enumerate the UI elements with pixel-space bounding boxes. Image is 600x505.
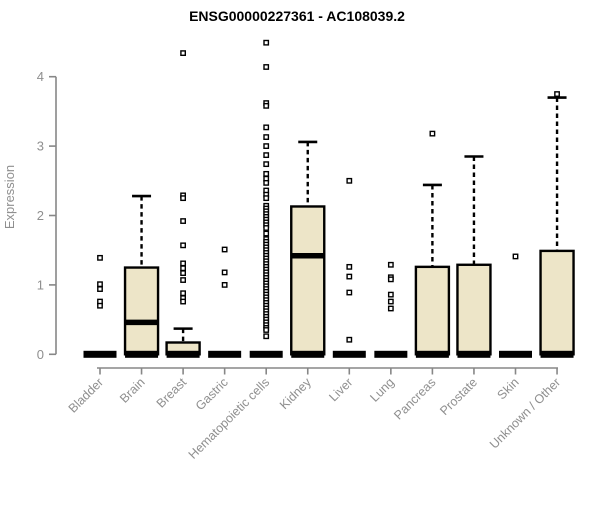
outlier-point xyxy=(180,50,186,57)
outlier-point xyxy=(263,152,270,159)
outlier-point xyxy=(97,302,103,309)
outlier-point xyxy=(180,218,186,224)
iqr-box xyxy=(290,205,326,356)
outlier-point xyxy=(221,269,228,276)
y-axis-label: Expression xyxy=(2,165,17,229)
outlier-point xyxy=(429,130,436,137)
collapsed-box-bar xyxy=(374,350,408,358)
x-tick-label: Hematopoietic cells xyxy=(186,375,273,462)
zero-baseline-bar xyxy=(540,350,574,358)
outlier-point xyxy=(387,261,394,268)
iqr-box xyxy=(414,265,451,356)
x-tick-label: Lung xyxy=(367,375,397,405)
zero-baseline-bar xyxy=(457,350,491,358)
x-tick-label: Bladder xyxy=(66,375,106,415)
x-tick-label: Breast xyxy=(154,375,190,411)
zero-baseline-bar xyxy=(125,350,159,358)
outlier-point xyxy=(263,179,270,186)
outlier-point xyxy=(180,195,186,202)
outlier-point xyxy=(180,242,186,249)
collapsed-box-bar xyxy=(249,350,283,358)
collapsed-box-bar xyxy=(208,350,242,358)
outlier-point xyxy=(180,277,186,283)
outlier-point xyxy=(263,327,270,333)
outlier-point xyxy=(263,170,270,177)
outlier-point xyxy=(512,253,519,260)
outlier-point xyxy=(346,289,353,296)
outlier-point xyxy=(97,286,103,292)
outlier-point xyxy=(346,263,353,270)
outlier-point xyxy=(180,290,186,297)
outlier-point xyxy=(97,281,103,288)
collapsed-box-bar xyxy=(499,350,532,358)
median-line xyxy=(125,319,159,326)
collapsed-box-bar xyxy=(332,350,366,358)
zero-baseline-bar xyxy=(415,350,449,358)
outlier-point xyxy=(263,161,270,168)
median-line xyxy=(291,253,325,259)
iqr-box xyxy=(456,263,492,356)
iqr-box xyxy=(123,266,160,356)
outlier-point xyxy=(263,143,270,149)
zero-baseline-bar xyxy=(166,350,200,358)
outlier-point xyxy=(263,39,270,46)
outlier-point xyxy=(387,291,394,298)
outlier-point xyxy=(263,64,270,70)
x-tick-label: Liver xyxy=(326,375,355,404)
x-tick-label: Kidney xyxy=(277,375,314,412)
x-tick-label: Pancreas xyxy=(391,375,438,422)
outlier-point xyxy=(554,91,560,97)
outlier-point xyxy=(387,305,394,312)
y-tick-label: 2 xyxy=(37,208,44,223)
outlier-point xyxy=(180,265,186,272)
plot-area: 0 1 2 3 4 Bladder Brain Breast GastricHematopoie… xyxy=(37,39,575,462)
outlier-point xyxy=(263,230,270,237)
outlier-point xyxy=(263,124,270,131)
outlier-point xyxy=(221,246,228,253)
x-tick-label: Skin xyxy=(495,375,522,402)
x-tick-label: Gastric xyxy=(193,375,231,413)
outlier-point xyxy=(346,336,353,343)
outlier-point xyxy=(180,270,186,277)
outlier-point xyxy=(346,177,353,184)
outlier-point xyxy=(263,134,270,140)
outlier-point xyxy=(263,333,270,340)
y-tick-label: 3 xyxy=(37,139,44,154)
y-tick-label: 4 xyxy=(37,69,44,84)
x-tick-label: Brain xyxy=(117,375,148,406)
outlier-point xyxy=(221,282,228,288)
outlier-point xyxy=(346,273,353,280)
y-tick-label: 1 xyxy=(37,277,44,292)
outlier-point xyxy=(387,276,394,283)
outlier-point xyxy=(180,260,186,267)
outlier-point xyxy=(263,102,270,109)
x-tick-label: Prostate xyxy=(437,375,480,418)
outlier-point xyxy=(387,298,394,305)
outlier-point xyxy=(180,298,186,305)
x-tick-label: Unknown / Other xyxy=(487,375,563,451)
zero-baseline-bar xyxy=(291,350,325,358)
collapsed-box-bar xyxy=(83,350,117,358)
outlier-point xyxy=(263,195,270,202)
chart-title: ENSG00000227361 - AC108039.2 xyxy=(189,8,405,24)
outlier-point xyxy=(263,225,270,231)
y-tick-label: 0 xyxy=(37,347,44,362)
outlier-point xyxy=(97,254,103,261)
iqr-box xyxy=(539,249,575,356)
